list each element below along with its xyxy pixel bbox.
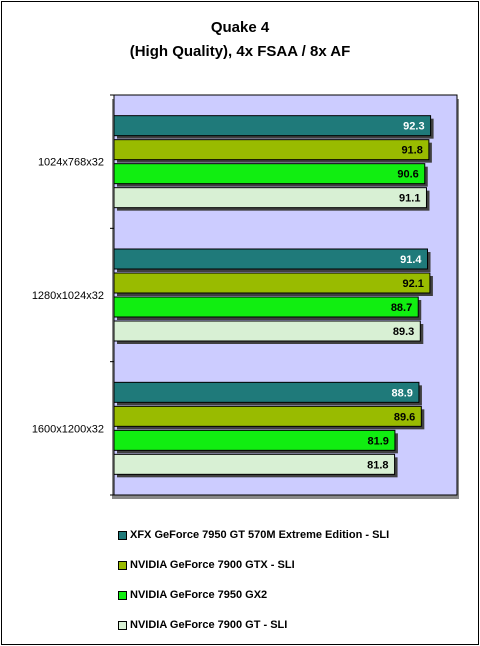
legend-label: NVIDIA GeForce 7900 GT - SLI [130, 619, 288, 631]
legend-item: NVIDIA GeForce 7900 GT - SLI [118, 610, 468, 640]
bar [113, 320, 421, 342]
data-label: 91.8 [401, 145, 422, 157]
bar [113, 115, 432, 137]
category-label: 1280x1024x32 [32, 290, 104, 302]
data-label: 89.6 [394, 411, 415, 423]
data-label: 90.6 [397, 169, 418, 181]
legend-label: NVIDIA GeForce 7950 GX2 [130, 589, 268, 601]
data-label: 91.4 [400, 254, 422, 266]
legend-swatch [118, 620, 127, 630]
bar [113, 163, 426, 185]
legend-swatch [118, 530, 127, 540]
category-label: 1024x768x32 [38, 157, 104, 169]
bar [113, 381, 420, 403]
data-label: 88.7 [391, 302, 412, 314]
legend-swatch [118, 560, 127, 570]
bar [113, 272, 431, 294]
title-line-2: (High Quality), 4x FSAA / 8x AF [129, 43, 351, 60]
bar [113, 139, 430, 161]
bar [113, 187, 427, 209]
legend-label: NVIDIA GeForce 7900 GTX - SLI [130, 559, 295, 571]
legend-item: XFX GeForce 7950 GT 570M Extreme Edition… [118, 520, 468, 550]
bar [113, 405, 422, 427]
legend: XFX GeForce 7950 GT 570M Extreme Edition… [118, 520, 468, 640]
bar [113, 429, 396, 451]
bar [113, 296, 419, 318]
category-label: 1600x1200x32 [32, 423, 104, 435]
legend-label: XFX GeForce 7950 GT 570M Extreme Edition… [130, 529, 390, 541]
legend-item: NVIDIA GeForce 7950 GX2 [118, 580, 468, 610]
data-label: 88.9 [392, 387, 413, 399]
bar [113, 248, 429, 270]
bar [113, 453, 396, 475]
data-label: 92.3 [403, 121, 424, 133]
title-line-1: Quake 4 [210, 19, 270, 36]
legend-swatch [118, 590, 127, 600]
data-label: 89.3 [393, 326, 414, 338]
data-label: 81.8 [367, 459, 388, 471]
data-label: 81.9 [367, 435, 388, 447]
data-label: 91.1 [399, 193, 420, 205]
chart-title: Quake 4 (High Quality), 4x FSAA / 8x AF [0, 16, 480, 64]
legend-item: NVIDIA GeForce 7900 GTX - SLI [118, 550, 468, 580]
data-label: 92.1 [402, 278, 423, 290]
